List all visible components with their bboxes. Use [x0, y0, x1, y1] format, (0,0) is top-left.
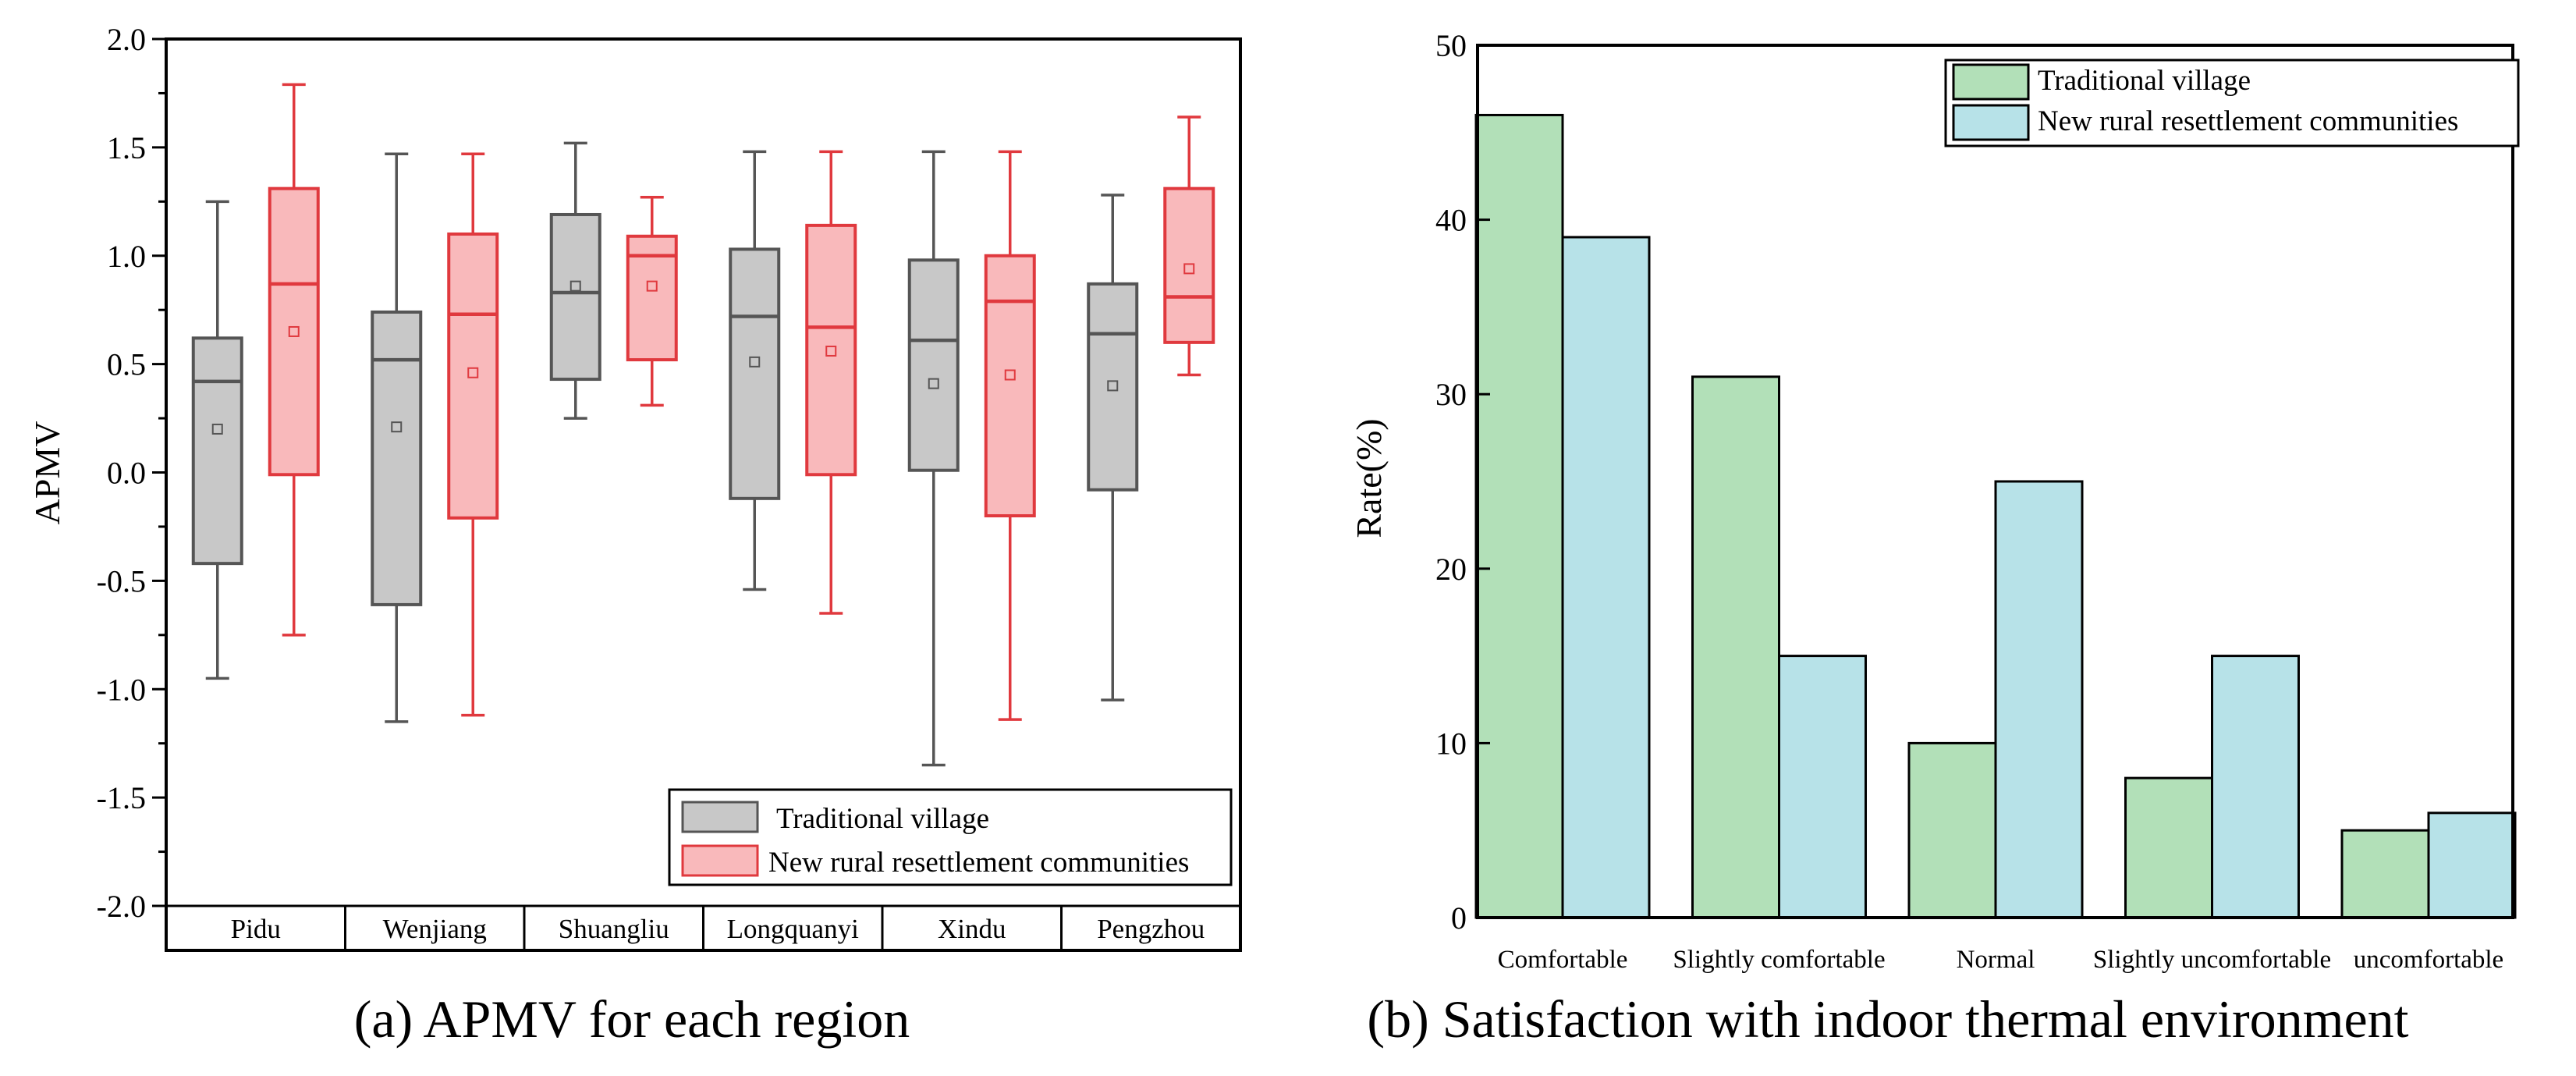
y-tick-label: 1.5 [107, 130, 146, 165]
region-label: Pidu [231, 914, 281, 944]
y-tick-label: 0.0 [107, 456, 146, 491]
box-new [268, 83, 320, 637]
box-traditional [1087, 194, 1139, 701]
bar-new [2211, 655, 2300, 919]
y-tick-label: -2.0 [97, 889, 146, 924]
bar-new [1994, 480, 2084, 919]
legend-frame-b [1944, 59, 2520, 147]
legend: Traditional village New rural resettleme… [668, 788, 1233, 886]
box-traditional [191, 200, 243, 680]
y-tick-label: 0 [1451, 900, 1467, 936]
box-iqr [1163, 186, 1215, 344]
satisfaction-bar-chart: 0 10 20 30 40 50 Comfortable Slightly comforta… [1349, 28, 2520, 1049]
mean-marker [825, 345, 837, 357]
legend-b: Traditional village New rural resettleme… [1944, 59, 2520, 147]
category-label: uncomfortable [2354, 946, 2503, 974]
category-label: Slightly comfortable [1673, 946, 1885, 974]
legend-label-traditional-b: Traditional village [2038, 65, 2251, 97]
category-label: Comfortable [1498, 946, 1628, 974]
bar-traditional [2124, 776, 2213, 919]
region-label: Longquanyi [727, 914, 859, 944]
region-label: Xindu [938, 914, 1006, 944]
legend-label-new-b: New rural resettlement communities [2038, 105, 2458, 137]
mean-marker [288, 325, 300, 337]
box-iqr [805, 223, 857, 477]
y-tick-label: 40 [1435, 203, 1467, 238]
y-tick-label: -1.0 [97, 672, 146, 707]
region-label: Shuangliu [559, 914, 669, 944]
category-axis: Comfortable Slightly comfortable Normal Sli… [1498, 946, 2504, 974]
box-traditional [907, 150, 960, 767]
box-iqr [191, 336, 243, 566]
mean-marker [1004, 369, 1016, 381]
legend-swatch-blue [1952, 104, 2030, 141]
mean-marker [646, 280, 658, 292]
mean-marker [211, 423, 223, 435]
box-iqr [907, 258, 960, 472]
region-label: Pengzhou [1097, 914, 1205, 944]
box-traditional [549, 141, 601, 420]
box-iqr [1087, 282, 1139, 492]
bar-traditional [1907, 741, 1997, 919]
y-tick-label: -1.5 [97, 780, 146, 815]
mean-marker [928, 378, 939, 389]
box-iqr [447, 232, 499, 520]
y-tick-label: 1.0 [107, 239, 146, 274]
legend-label-traditional: Traditional village [776, 803, 989, 835]
box-iqr [984, 254, 1036, 518]
bar-new [2427, 811, 2517, 919]
bar-traditional [1691, 375, 1780, 919]
y-tick-label: 20 [1435, 552, 1467, 587]
category-label: Normal [1957, 946, 2035, 974]
legend-label-new: New rural resettlement communities [768, 847, 1189, 879]
bar-new [1561, 236, 1651, 919]
mean-marker [467, 367, 479, 378]
y-axis-label: APMV [27, 421, 67, 525]
box-new [1163, 115, 1215, 377]
apmv-box-plot: 2.0 1.5 1.0 0.5 0.0 -0.5 -1.0 -1.5 -2.0 Pidu Wenj… [27, 22, 1242, 1049]
box-new [447, 152, 499, 717]
legend-frame [668, 788, 1233, 886]
caption-a: (a) APMV for each region [354, 989, 910, 1049]
category-label: Slightly uncomfortable [2093, 946, 2331, 974]
box-iqr [268, 186, 320, 477]
box-traditional [729, 150, 781, 591]
y-tick-label: 10 [1435, 726, 1467, 761]
y-tick-label: 50 [1435, 28, 1467, 63]
caption-b: (b) Satisfaction with indoor thermal env… [1367, 989, 2408, 1049]
legend-swatch-green [1952, 63, 2030, 101]
box-new [805, 150, 857, 615]
bar-traditional [2340, 829, 2430, 919]
y-tick-label: -0.5 [97, 563, 146, 598]
y-axis-ticks-b: 0 10 20 30 40 50 [1435, 28, 1490, 936]
y-axis-label-b: Rate(%) [1349, 418, 1389, 538]
bar-series [1474, 113, 2517, 919]
y-tick-label: 0.5 [107, 347, 146, 382]
y-tick-label: 2.0 [107, 22, 146, 57]
box-new [626, 196, 678, 407]
box-iqr [729, 247, 781, 500]
box-series [191, 83, 1215, 767]
mean-marker [569, 280, 581, 292]
mean-marker [391, 421, 403, 433]
box-traditional [371, 152, 423, 723]
box-new [984, 150, 1036, 721]
mean-marker [749, 356, 761, 368]
box-iqr [371, 310, 423, 606]
box-iqr [549, 212, 601, 382]
region-label: Wenjiang [383, 914, 487, 944]
region-axis: Pidu Wenjiang Shuangliu Longquanyi Xindu Peng… [231, 906, 1205, 950]
bar-new [1778, 655, 1867, 919]
mean-marker [1107, 380, 1119, 392]
bar-traditional [1474, 113, 1564, 919]
y-tick-label: 30 [1435, 377, 1467, 412]
legend-swatch-new [681, 844, 759, 877]
legend-swatch-traditional [681, 801, 759, 833]
y-axis-ticks: 2.0 1.5 1.0 0.5 0.0 -0.5 -1.0 -1.5 -2.0 [97, 22, 166, 924]
bar-plot-frame [1476, 44, 2514, 919]
mean-marker [1183, 263, 1195, 275]
